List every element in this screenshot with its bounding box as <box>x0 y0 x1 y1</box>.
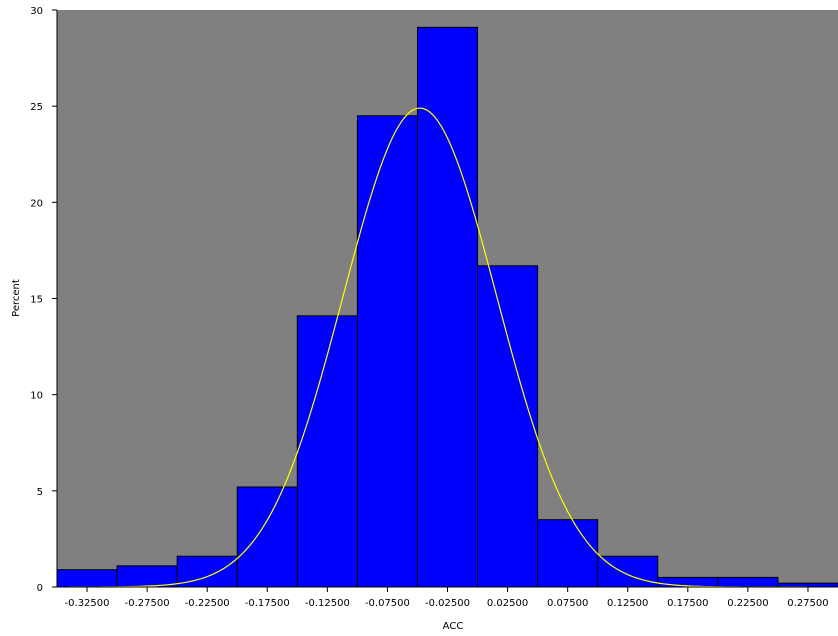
x-tick-label: -0.12500 <box>305 598 350 609</box>
x-tick-label: 0.12500 <box>607 598 648 609</box>
x-tick-label: 0.17500 <box>667 598 708 609</box>
y-tick-label: 0 <box>37 583 43 594</box>
histogram-bar <box>56 569 118 588</box>
y-tick-label: 30 <box>30 6 43 17</box>
x-axis: -0.32500 -0.27500 -0.22500 -0.17500 -0.12500… <box>57 586 838 609</box>
x-tick-label: -0.32500 <box>65 598 110 609</box>
histogram-bar <box>236 486 298 588</box>
y-tick-label: 10 <box>30 391 43 402</box>
histogram-bar <box>356 115 418 588</box>
bars-group <box>56 26 838 588</box>
normal-curve <box>69 107 808 588</box>
x-tick-label: 0.27500 <box>787 598 828 609</box>
x-tick-label: 0.22500 <box>727 598 768 609</box>
x-tick-label: -0.27500 <box>125 598 170 609</box>
histogram-bar <box>116 565 178 588</box>
x-tick-label: -0.02500 <box>425 598 470 609</box>
x-axis-title: ACC <box>443 621 464 632</box>
x-tick-label: -0.07500 <box>365 598 410 609</box>
y-tick-label: 15 <box>30 295 43 306</box>
x-tick-label: 0.02500 <box>487 598 528 609</box>
x-tick-label: 0.07500 <box>547 598 588 609</box>
x-tick-label: -0.22500 <box>185 598 230 609</box>
histogram-bar <box>717 576 779 588</box>
histogram-bar <box>597 555 659 588</box>
histogram-bar <box>537 519 599 588</box>
y-tick-label: 25 <box>30 102 43 113</box>
y-axis: 0 5 10 15 20 25 30 <box>30 6 58 594</box>
histogram-bar <box>477 265 539 588</box>
x-tick-label: -0.17500 <box>245 598 290 609</box>
histogram-bar <box>416 26 479 588</box>
y-tick-label: 20 <box>30 198 43 209</box>
y-tick-label: 5 <box>37 487 43 498</box>
y-axis-title: Percent <box>11 279 22 317</box>
